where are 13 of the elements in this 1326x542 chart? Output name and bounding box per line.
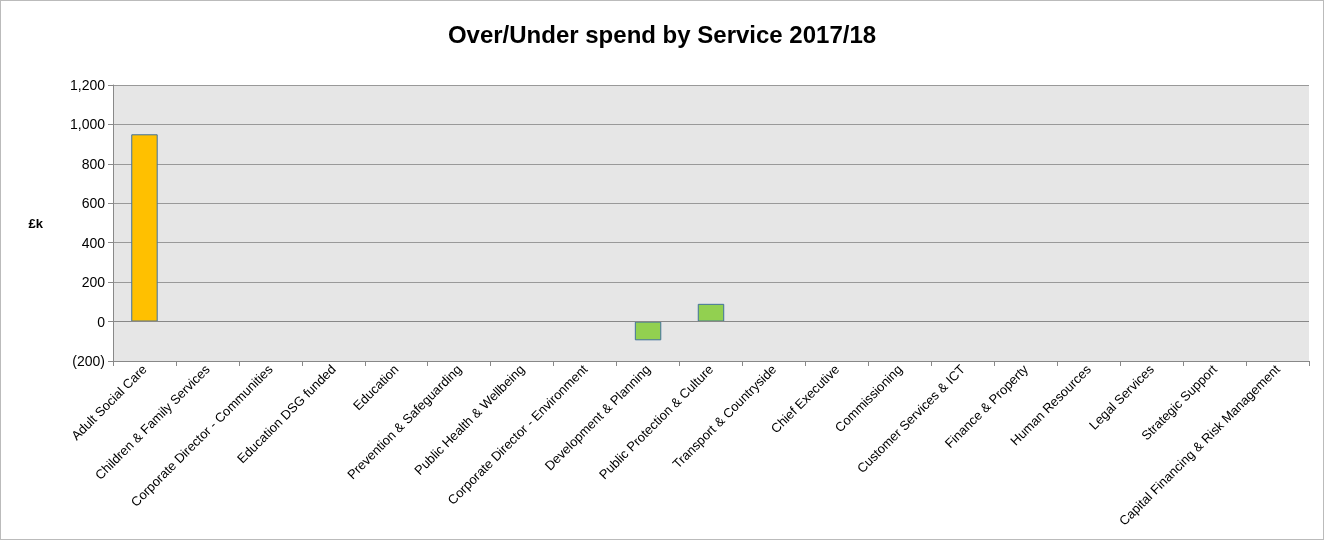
y-tick-label: 1,200 bbox=[69, 77, 106, 93]
y-tick-label: 0 bbox=[97, 313, 106, 330]
chart-title: Over/Under spend by Service 2017/18 bbox=[447, 20, 877, 48]
y-tick-label: (200) bbox=[72, 353, 105, 369]
y-tick-label: 1,000 bbox=[69, 116, 106, 133]
y-tick-label: 200 bbox=[81, 274, 106, 291]
bar bbox=[634, 321, 662, 341]
y-tick-label: 600 bbox=[81, 195, 106, 212]
y-axis-title: £k bbox=[28, 215, 44, 231]
bar bbox=[131, 134, 158, 322]
y-tick-label: 800 bbox=[81, 155, 106, 172]
y-tick-label: 400 bbox=[81, 234, 106, 251]
bar bbox=[697, 303, 725, 322]
